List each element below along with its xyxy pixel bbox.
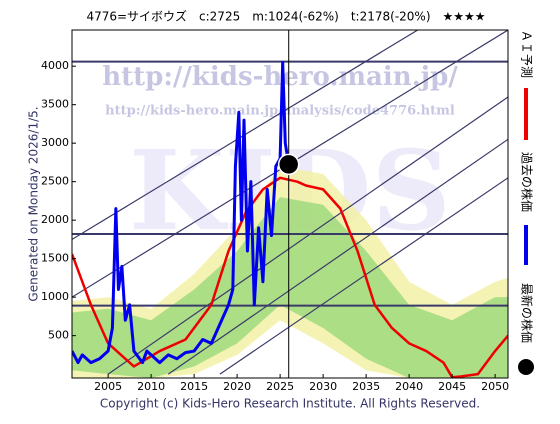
x-tick-label: 2050 [481, 380, 509, 393]
legend-label: ＡＩ予測 [520, 30, 534, 78]
side-label: Generated on Monday 2026/1/5. [27, 106, 41, 301]
x-tick-label: 2015 [180, 380, 208, 393]
series-line [72, 60, 291, 365]
legend-swatch [518, 359, 534, 375]
series-line [72, 176, 508, 378]
x-tick-label: 2020 [223, 380, 251, 393]
legend-label: 最新の株価 [520, 283, 535, 343]
x-tick-label: 2005 [94, 380, 122, 393]
plot: KIDShttp://kids-hero.main.jp/http://kids… [72, 30, 508, 378]
x-tick-label: 2035 [352, 380, 380, 393]
y-tick-label: 1000 [41, 290, 69, 303]
plot-frame [71, 29, 509, 379]
chart-title: 4776=サイボウズ c:2725 m:1024(-62%) t:2178(-2… [86, 9, 485, 24]
x-tick-label: 2030 [309, 380, 337, 393]
y-tick-label: 1500 [41, 252, 69, 265]
y-tick-label: 2000 [41, 213, 69, 226]
y-tick-label: 500 [48, 329, 69, 342]
x-tick-label: 2025 [266, 380, 294, 393]
x-tick-label: 2045 [438, 380, 466, 393]
footer: Copyright (c) Kids-Hero Research Institu… [100, 397, 480, 411]
x-tick-label: 2040 [395, 380, 423, 393]
trend-line [219, 177, 508, 375]
trend-line [107, 96, 508, 375]
latest-marker [277, 153, 300, 176]
watermark: http://kids-hero.main.jp/ [102, 62, 458, 92]
legend-label: 過去の株価 [520, 152, 535, 212]
trend-line [167, 138, 508, 375]
x-tick-label: 2010 [137, 380, 165, 393]
y-tick-label: 2500 [41, 175, 69, 188]
y-tick-label: 4000 [41, 59, 69, 72]
y-tick-label: 3000 [41, 136, 69, 149]
y-tick-label: 3500 [41, 98, 69, 111]
